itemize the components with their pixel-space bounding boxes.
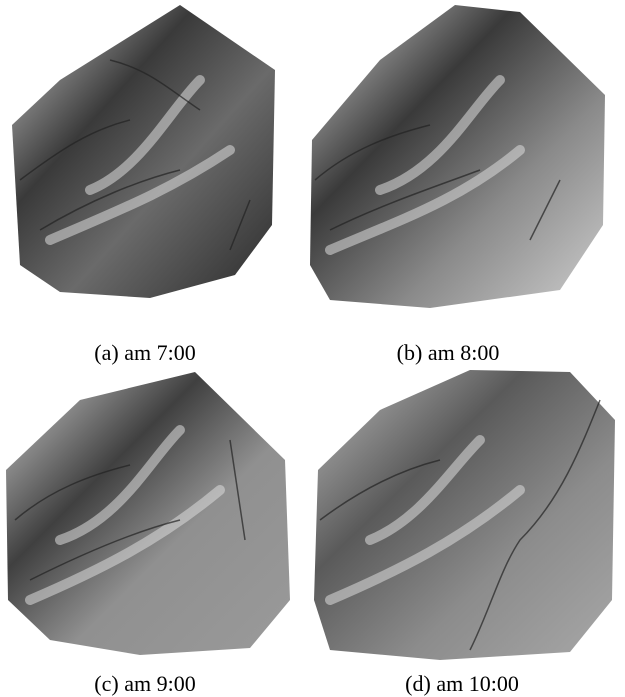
page: (a) am 7:00 (b) am 8:00 (c) am 9:00 (d) … bbox=[0, 0, 625, 697]
panel-b bbox=[310, 5, 605, 308]
panel-caption: (b) am 8:00 bbox=[397, 340, 500, 365]
figure: (a) am 7:00 (b) am 8:00 (c) am 9:00 (d) … bbox=[0, 0, 625, 697]
panel-caption: (d) am 10:00 bbox=[405, 671, 519, 696]
terrain-image bbox=[310, 5, 605, 308]
terrain-image bbox=[6, 372, 290, 655]
panel-caption: (c) am 9:00 bbox=[94, 671, 195, 696]
terrain-image bbox=[314, 370, 615, 660]
panel-c bbox=[6, 372, 290, 655]
panel-caption: (a) am 7:00 bbox=[94, 340, 195, 365]
panel-d bbox=[314, 370, 615, 660]
panel-a bbox=[12, 5, 275, 298]
